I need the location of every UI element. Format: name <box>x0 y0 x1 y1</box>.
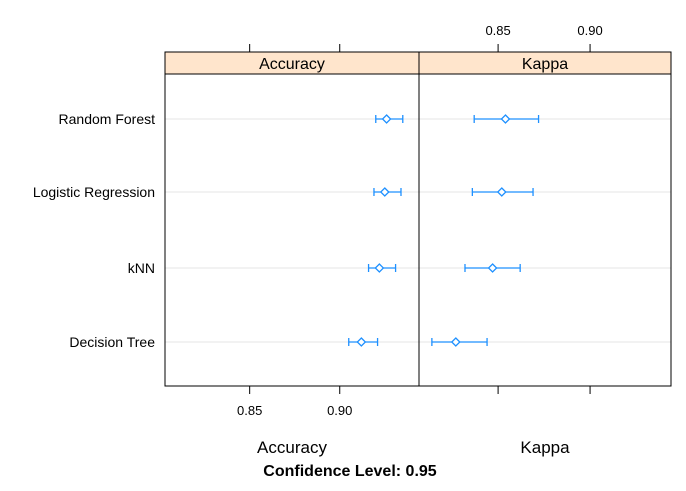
category-label-knn: kNN <box>128 260 155 276</box>
data-marks <box>348 114 540 347</box>
estimate-point-accuracy-knn <box>374 263 385 273</box>
x-tick-label-accuracy: 0.90 <box>327 403 352 418</box>
estimate-point-kappa-decision-tree <box>450 337 461 347</box>
estimate-point-accuracy-random-forest <box>381 114 392 124</box>
panels: Accuracy Kappa <box>164 51 672 387</box>
x-tick-label-kappa: 0.85 <box>485 23 510 38</box>
grid-lines <box>165 118 671 343</box>
category-label-logistic-regression: Logistic Regression <box>33 184 155 200</box>
strip-label-accuracy: Accuracy <box>259 56 325 73</box>
x-axis-label-kappa: Kappa <box>520 438 570 457</box>
estimate-point-kappa-logistic-regression <box>496 187 507 197</box>
strip-label-kappa: Kappa <box>522 56 568 73</box>
estimate-point-kappa-knn <box>487 263 498 273</box>
estimate-point-accuracy-logistic-regression <box>379 187 390 197</box>
category-label-random-forest: Random Forest <box>59 111 156 127</box>
estimate-point-kappa-random-forest <box>500 114 511 124</box>
panel-border-accuracy <box>164 51 420 387</box>
category-label-decision-tree: Decision Tree <box>69 334 155 350</box>
axes: 0.85 0.90 Accuracy 0.85 0.90 Kappa <box>237 23 603 457</box>
chart-title: Confidence Level: 0.95 <box>263 463 436 480</box>
x-tick-label-accuracy: 0.85 <box>237 403 262 418</box>
x-axis-label-accuracy: Accuracy <box>257 438 327 457</box>
panel-border-kappa <box>418 51 672 387</box>
x-tick-label-kappa: 0.90 <box>577 23 602 38</box>
estimate-point-accuracy-decision-tree <box>356 337 367 347</box>
category-labels: Random Forest Logistic Regression kNN Decis… <box>33 111 155 350</box>
